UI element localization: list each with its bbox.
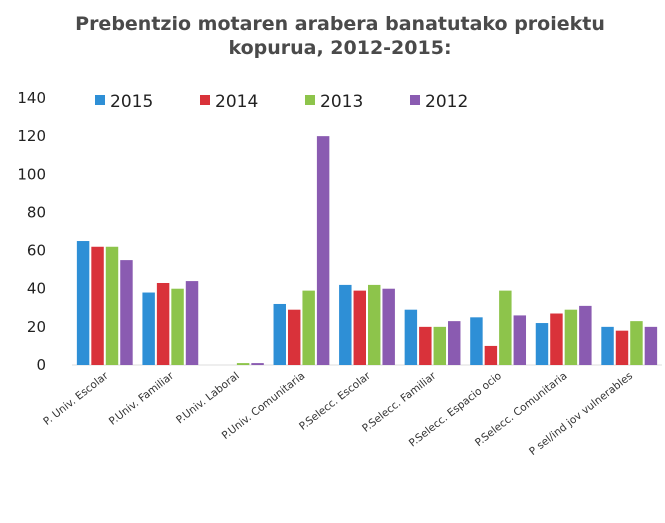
legend-swatch <box>95 95 105 105</box>
bar <box>382 288 395 365</box>
bar <box>601 326 614 365</box>
bar <box>448 321 461 365</box>
bar <box>499 290 512 365</box>
y-tick-label: 80 <box>27 203 46 221</box>
y-tick-label: 0 <box>36 356 46 374</box>
bar <box>287 309 301 365</box>
bar <box>120 260 133 365</box>
legend-label: 2013 <box>320 92 363 112</box>
bar <box>644 326 658 365</box>
bar <box>142 292 155 365</box>
bar <box>316 136 330 365</box>
x-tick-label: P sel/ind jov vulnerables <box>527 370 635 458</box>
y-tick-label: 100 <box>17 165 46 183</box>
bar <box>251 363 264 365</box>
bar <box>105 246 119 365</box>
bar <box>433 326 447 365</box>
legend-label: 2015 <box>110 92 153 112</box>
bar <box>76 241 90 365</box>
bar <box>368 284 381 365</box>
bar <box>564 309 578 365</box>
bar <box>550 313 563 365</box>
y-tick-label: 40 <box>27 280 46 298</box>
bar <box>470 317 483 365</box>
x-tick-label: P.Univ. Familiar <box>107 369 177 427</box>
y-tick-label: 20 <box>27 318 46 336</box>
legend-label: 2012 <box>425 92 468 112</box>
bar <box>339 284 352 365</box>
bar <box>535 323 549 365</box>
bar <box>579 305 592 365</box>
legend-swatch <box>410 95 420 105</box>
bar <box>273 303 286 365</box>
bar <box>91 246 104 365</box>
chart-title: Prebentzio motaren arabera banatutako pr… <box>75 13 605 59</box>
legend-swatch <box>200 95 210 105</box>
legend-label: 2014 <box>215 92 258 112</box>
bar <box>353 290 366 365</box>
bar <box>185 281 199 365</box>
bar <box>484 345 498 365</box>
bar <box>615 330 629 365</box>
x-tick-label: P. Univ. Escolar <box>41 369 111 427</box>
legend-swatch <box>305 95 315 105</box>
y-tick-label: 120 <box>17 127 46 145</box>
bar <box>513 315 527 365</box>
x-tick-label: P.Univ. Laboral <box>174 370 242 427</box>
bar <box>171 288 184 365</box>
bar <box>236 363 250 365</box>
bar <box>302 290 315 365</box>
bar <box>630 321 643 365</box>
bar <box>404 309 418 365</box>
y-tick-label: 60 <box>27 242 46 260</box>
y-tick-label: 140 <box>17 89 46 107</box>
bar <box>156 282 170 365</box>
bar <box>419 326 432 365</box>
